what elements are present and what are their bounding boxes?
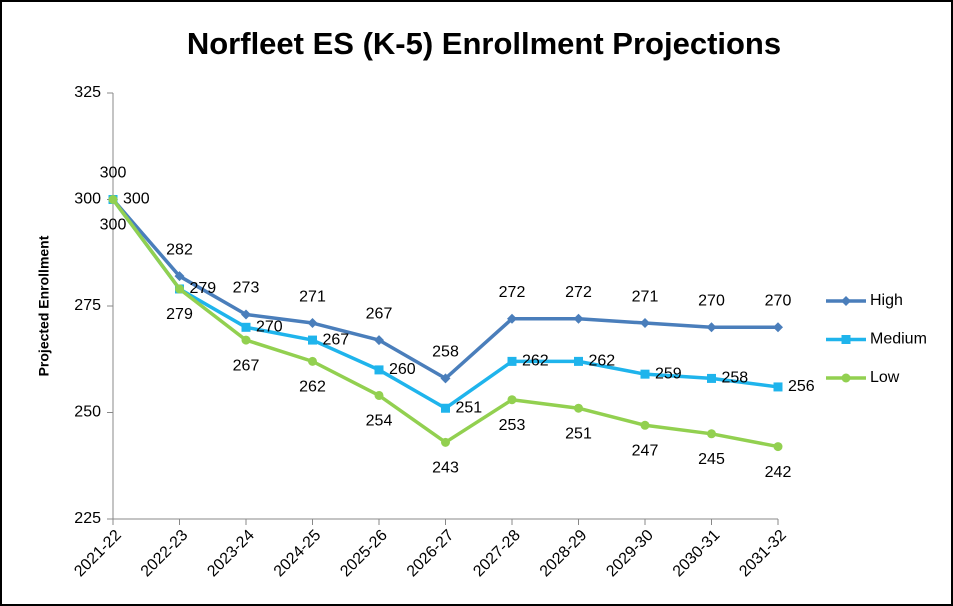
data-label: 270	[256, 319, 283, 336]
data-label: 273	[233, 280, 260, 297]
marker	[241, 322, 251, 332]
marker	[308, 335, 317, 345]
marker	[307, 318, 318, 329]
marker	[574, 356, 583, 366]
data-label: 251	[565, 425, 592, 442]
legend-label: Medium	[870, 331, 927, 348]
data-label: 271	[299, 288, 326, 305]
marker	[374, 365, 384, 375]
data-label: 267	[233, 357, 260, 374]
data-label: 300	[123, 191, 150, 208]
data-label: 267	[366, 305, 393, 322]
marker	[241, 335, 251, 345]
marker	[308, 356, 317, 366]
marker	[174, 271, 185, 282]
data-label: 300	[100, 217, 127, 234]
data-label: 245	[698, 451, 725, 468]
marker	[108, 195, 118, 204]
data-label: 253	[499, 417, 526, 434]
data-label: 254	[366, 413, 393, 430]
data-label: 279	[166, 306, 193, 323]
marker	[841, 296, 851, 306]
marker	[574, 403, 583, 413]
y-tick-label: 250	[74, 404, 101, 421]
chart-title: Norfleet ES (K-5) Enrollment Projections	[187, 26, 781, 61]
data-label: 256	[788, 378, 815, 395]
y-axis-title: Projected Enrollment	[36, 235, 52, 376]
marker	[440, 373, 451, 384]
data-label: 258	[722, 370, 749, 387]
data-label: 262	[522, 353, 549, 370]
marker	[640, 420, 650, 430]
data-label: 270	[698, 293, 725, 310]
y-tick-label: 225	[74, 510, 101, 527]
marker	[707, 373, 716, 383]
marker	[773, 382, 783, 392]
marker	[374, 390, 384, 400]
marker	[707, 429, 716, 439]
marker	[573, 313, 584, 324]
marker	[773, 442, 783, 452]
data-label: 270	[765, 293, 792, 310]
data-label: 259	[655, 365, 682, 382]
marker	[773, 322, 783, 333]
data-label: 272	[499, 284, 526, 301]
y-tick-label: 325	[74, 84, 101, 101]
marker	[507, 313, 517, 324]
legend-label: High	[870, 292, 903, 309]
y-tick-label: 300	[74, 191, 101, 208]
marker	[241, 309, 251, 320]
marker	[374, 335, 384, 346]
data-label: 242	[765, 464, 792, 481]
data-label: 258	[432, 344, 459, 361]
data-label: 300	[100, 165, 127, 182]
data-label: 243	[432, 460, 459, 477]
marker	[507, 356, 517, 366]
marker	[841, 373, 851, 383]
data-label: 282	[166, 241, 193, 258]
data-label: 271	[632, 288, 659, 305]
data-label: 272	[565, 284, 592, 301]
data-label: 279	[190, 280, 217, 297]
marker	[175, 284, 184, 294]
y-tick-label: 275	[74, 297, 101, 314]
legend-label: Low	[870, 369, 900, 386]
marker	[441, 437, 450, 447]
marker	[640, 369, 650, 379]
marker	[441, 403, 450, 413]
data-label: 251	[456, 399, 483, 416]
data-label: 247	[632, 442, 659, 459]
data-label: 260	[389, 361, 416, 378]
data-label: 267	[323, 331, 350, 348]
marker	[640, 318, 650, 329]
marker	[841, 335, 851, 344]
data-label: 262	[589, 353, 616, 370]
marker	[706, 322, 717, 333]
marker	[507, 395, 517, 405]
data-label: 262	[299, 379, 326, 396]
